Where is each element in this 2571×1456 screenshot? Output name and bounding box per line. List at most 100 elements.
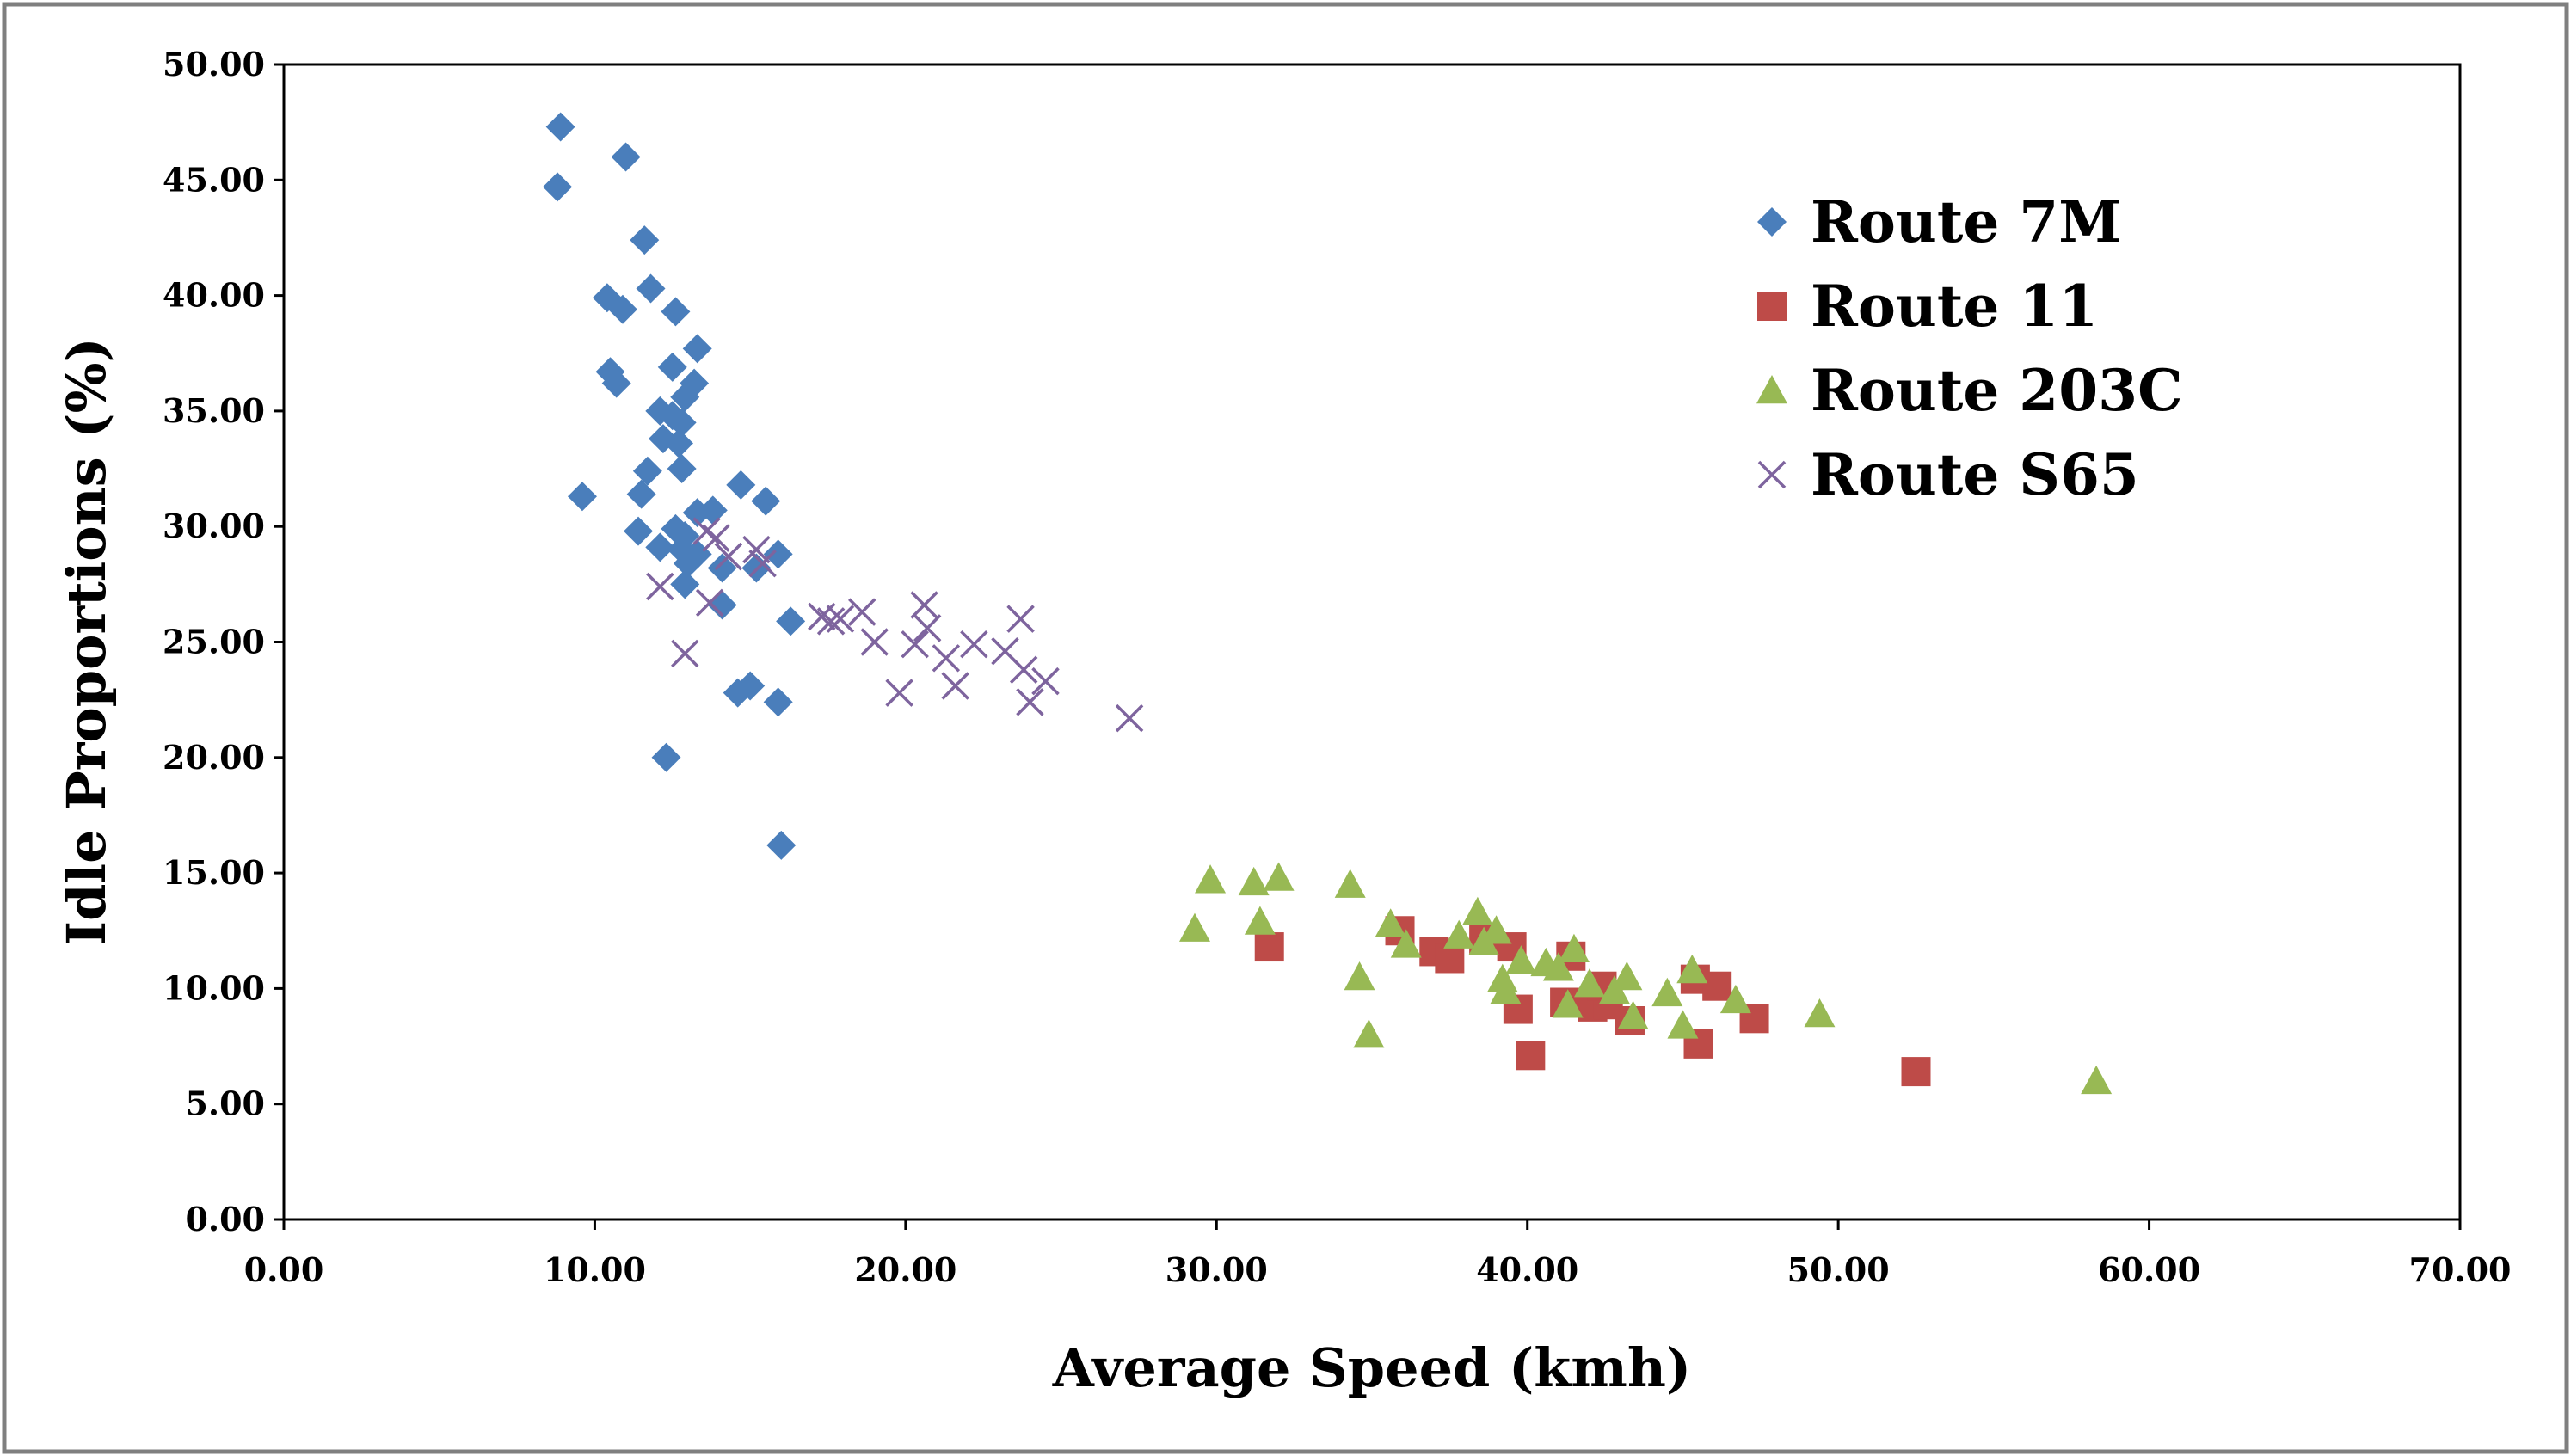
data-point xyxy=(1719,984,1751,1014)
data-point xyxy=(682,334,712,364)
data-point xyxy=(901,630,929,659)
data-point xyxy=(1461,896,1493,926)
x-axis-title: Average Speed (kmh) xyxy=(1052,1336,1692,1399)
data-point xyxy=(1574,968,1605,998)
legend-item: Route 11 xyxy=(1757,273,2098,340)
y-tick-label: 5.00 xyxy=(185,1084,265,1123)
series-route-7m xyxy=(543,112,806,860)
data-point xyxy=(707,553,737,583)
data-point xyxy=(646,572,674,601)
data-point xyxy=(673,549,703,579)
x-tick-label: 0.00 xyxy=(244,1250,324,1289)
data-point xyxy=(1480,915,1512,944)
data-point xyxy=(848,598,876,626)
data-point xyxy=(763,687,793,717)
data-point xyxy=(941,672,969,700)
data-point xyxy=(1031,667,1060,696)
data-point xyxy=(1178,912,1210,942)
data-point xyxy=(1676,954,1708,984)
data-point xyxy=(766,830,797,860)
y-tick-label: 50.00 xyxy=(163,45,265,83)
data-point xyxy=(670,569,700,599)
data-point xyxy=(1353,1019,1385,1048)
data-point xyxy=(1016,688,1044,716)
data-point xyxy=(1490,975,1522,1004)
data-point xyxy=(816,607,846,636)
data-point xyxy=(763,539,793,569)
data-point xyxy=(885,679,913,707)
legend-marker xyxy=(1756,375,1787,404)
data-point xyxy=(636,273,666,304)
data-point xyxy=(670,382,700,412)
y-axis-title: Idle Proportions (%) xyxy=(55,337,118,946)
series-route-203c xyxy=(1178,862,2113,1095)
data-point xyxy=(1516,1041,1546,1071)
data-point xyxy=(667,454,697,484)
y-tick-label: 40.00 xyxy=(163,276,265,315)
data-point xyxy=(1901,1057,1931,1087)
legend-marker xyxy=(1757,292,1787,321)
legend-label: Route S65 xyxy=(1811,441,2139,508)
data-point xyxy=(714,542,743,571)
y-tick-label: 30.00 xyxy=(163,507,265,545)
data-point xyxy=(661,297,691,327)
data-point xyxy=(1254,932,1284,962)
data-point xyxy=(1115,703,1144,733)
x-tick-label: 20.00 xyxy=(854,1250,956,1289)
data-point xyxy=(1238,866,1270,896)
x-tick-label: 60.00 xyxy=(2098,1250,2200,1289)
x-tick-label: 30.00 xyxy=(1166,1250,1268,1289)
data-point xyxy=(664,428,694,458)
data-point xyxy=(671,639,699,668)
data-point xyxy=(630,225,660,255)
y-tick-label: 45.00 xyxy=(163,160,265,199)
x-tick-label: 40.00 xyxy=(1476,1250,1578,1289)
legend-label: Route 11 xyxy=(1811,273,2098,340)
data-point xyxy=(1006,605,1035,633)
data-point xyxy=(1390,929,1422,958)
data-point xyxy=(1009,655,1038,684)
legend-item: Route 203C xyxy=(1756,357,2183,424)
y-tick-label: 35.00 xyxy=(163,391,265,430)
data-point xyxy=(692,517,721,545)
x-tick-label: 70.00 xyxy=(2409,1250,2512,1289)
data-point xyxy=(1334,869,1366,898)
data-point xyxy=(751,486,781,516)
series-route-s65 xyxy=(646,517,1144,733)
data-point xyxy=(735,671,766,701)
data-point xyxy=(1542,952,1574,981)
data-point xyxy=(645,532,675,562)
data-point xyxy=(860,628,889,656)
data-point xyxy=(826,605,855,633)
data-point xyxy=(611,142,641,172)
data-point xyxy=(543,172,573,202)
data-point xyxy=(682,498,712,528)
data-point xyxy=(910,591,938,619)
y-tick-label: 0.00 xyxy=(185,1200,265,1238)
y-tick-label: 10.00 xyxy=(163,968,265,1007)
data-point xyxy=(913,614,942,642)
data-point xyxy=(624,516,654,546)
data-point xyxy=(1505,945,1537,974)
data-point xyxy=(932,644,961,673)
data-point xyxy=(1804,998,1836,1028)
data-point xyxy=(545,112,575,142)
data-point xyxy=(651,742,681,772)
data-point xyxy=(1344,961,1375,991)
data-point xyxy=(1702,971,1732,1001)
data-point xyxy=(726,470,756,500)
data-point xyxy=(1244,906,1276,935)
data-point xyxy=(748,549,777,578)
data-point xyxy=(1375,908,1406,937)
data-point xyxy=(742,535,771,564)
legend: Route 7M Route 11 Route 203C Route S65 xyxy=(1756,188,2183,508)
legend-label: Route 7M xyxy=(1811,188,2121,255)
data-point xyxy=(657,352,687,382)
data-point xyxy=(567,482,597,512)
data-point xyxy=(632,456,662,486)
data-point xyxy=(776,606,806,636)
data-point xyxy=(667,408,697,438)
data-point xyxy=(1667,1010,1699,1039)
